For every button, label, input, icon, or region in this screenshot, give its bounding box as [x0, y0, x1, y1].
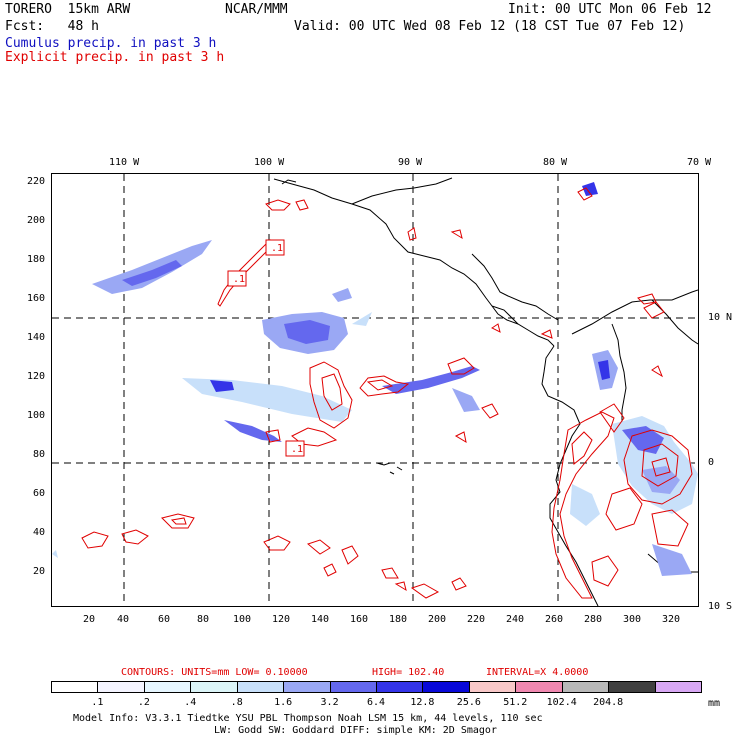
x-tick-220: 220 [467, 614, 486, 625]
colorbar-swatch [515, 681, 563, 693]
precip-map [52, 174, 698, 606]
forecast-hour: Fcst: 48 h [5, 19, 99, 34]
colorbar-label: 51.2 [503, 697, 528, 708]
cumulus-precip-shading [52, 182, 698, 576]
lon-label-70w: 70 W [687, 157, 712, 168]
contours-units-info: CONTOURS: UNITS=mm LOW= 0.10000 [121, 667, 308, 678]
y-tick-160: 160 [27, 293, 46, 304]
x-tick-100: 100 [233, 614, 252, 625]
y-tick-120: 120 [27, 371, 46, 382]
colorbar-swatch [143, 681, 192, 693]
x-tick-120: 120 [272, 614, 291, 625]
valid-time: Valid: 00 UTC Wed 08 Feb 12 (18 CST Tue … [294, 19, 686, 34]
colorbar-label: 1.6 [274, 697, 293, 708]
colorbar-swatch [283, 681, 331, 693]
colorbar-swatch [329, 681, 377, 693]
y-tick-180: 180 [27, 254, 46, 265]
lon-label-90w: 90 W [398, 157, 423, 168]
coastline [273, 177, 698, 606]
colorbar-swatch [608, 681, 656, 693]
colorbar-unit: mm [708, 698, 721, 709]
latlon-grid [52, 174, 698, 606]
colorbar-label: 12.8 [410, 697, 435, 708]
y-tick-40: 40 [33, 527, 46, 538]
colorbar-label: .8 [230, 697, 243, 708]
lon-label-100w: 100 W [254, 157, 285, 168]
x-tick-240: 240 [506, 614, 525, 625]
colorbar-swatch [654, 681, 702, 693]
cumulus-field-label: Cumulus precip. in past 3 h [5, 36, 217, 51]
y-tick-200: 200 [27, 215, 46, 226]
model-info-line2: LW: Godd SW: Goddard DIFF: simple KM: 2D… [214, 725, 497, 736]
colorbar-swatch [376, 681, 424, 693]
init-time: Init: 00 UTC Mon 06 Feb 12 [508, 2, 712, 17]
organization-label: NCAR/MMM [225, 2, 288, 17]
y-tick-100: 100 [27, 410, 46, 421]
y-tick-220: 220 [27, 176, 46, 187]
map-panel: .1 .1 .1 [51, 173, 699, 607]
explicit-field-label: Explicit precip. in past 3 h [5, 50, 225, 65]
y-tick-20: 20 [33, 566, 46, 577]
x-tick-40: 40 [117, 614, 130, 625]
colorbar-label: .2 [137, 697, 150, 708]
colorbar-swatch [468, 681, 517, 693]
explicit-precip-contours [81, 187, 693, 599]
x-tick-200: 200 [428, 614, 447, 625]
y-tick-140: 140 [27, 332, 46, 343]
colorbar-swatch [561, 681, 610, 693]
x-tick-320: 320 [662, 614, 681, 625]
x-tick-160: 160 [350, 614, 369, 625]
colorbar-label: .1 [91, 697, 104, 708]
contours-high-info: HIGH= 102.40 [372, 667, 445, 678]
contours-interval-info: INTERVAL=X 4.0000 [486, 667, 589, 678]
colorbar-label: 204.8 [593, 697, 624, 708]
x-tick-140: 140 [311, 614, 330, 625]
colorbar-label: 3.2 [320, 697, 339, 708]
lon-label-110w: 110 W [109, 157, 140, 168]
y-tick-80: 80 [33, 449, 46, 460]
contour-label-group [227, 239, 305, 457]
colorbar-swatch [97, 681, 145, 693]
model-title: TORERO 15km ARW [5, 2, 131, 17]
y-tick-60: 60 [33, 488, 46, 499]
colorbar-swatch [51, 681, 99, 693]
colorbar-label: .4 [184, 697, 197, 708]
lon-label-80w: 80 W [543, 157, 568, 168]
colorbar-label: 102.4 [546, 697, 577, 708]
colorbar-swatch [236, 681, 285, 693]
colorbar-swatch [422, 681, 470, 693]
x-tick-80: 80 [197, 614, 210, 625]
colorbar-label: 6.4 [366, 697, 386, 708]
lat-label-10n: 10 N [708, 312, 733, 323]
x-tick-280: 280 [584, 614, 603, 625]
x-tick-180: 180 [389, 614, 408, 625]
x-tick-20: 20 [83, 614, 96, 625]
colorbar-label: 25.6 [456, 697, 481, 708]
model-info-line1: Model Info: V3.3.1 Tiedtke YSU PBL Thomp… [73, 713, 543, 724]
contour-label: .1 [291, 444, 304, 455]
x-tick-60: 60 [158, 614, 171, 625]
contour-label: .1 [233, 274, 246, 285]
lat-label-0: 0 [708, 457, 715, 468]
x-tick-260: 260 [545, 614, 564, 625]
colorbar-swatch [190, 681, 238, 693]
lat-label-10s: 10 S [708, 601, 733, 612]
contour-label: .1 [271, 243, 284, 254]
x-tick-300: 300 [623, 614, 642, 625]
